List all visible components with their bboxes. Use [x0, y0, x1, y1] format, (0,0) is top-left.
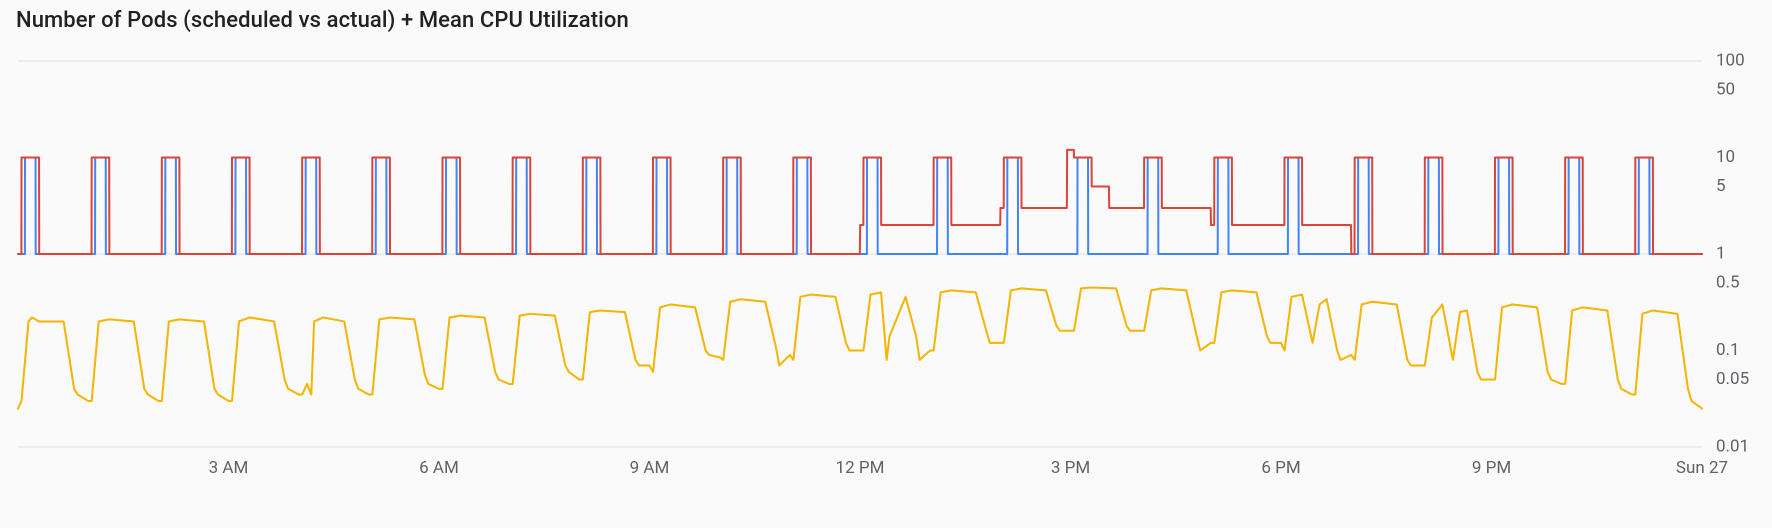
y-tick-label: 10 — [1716, 147, 1735, 167]
chart-svg: 100 50 10 5 1 0.5 0.1 0.05 0.01 3 AM 6 AM 9 AM 12 PM… — [12, 51, 1760, 491]
x-tick-label: 9 PM — [1472, 458, 1511, 478]
chart-plot-area: 100 50 10 5 1 0.5 0.1 0.05 0.01 3 AM 6 AM 9 AM 12 PM… — [12, 51, 1760, 491]
y-tick-label: 0.5 — [1716, 273, 1740, 293]
y-tick-label: 100 — [1716, 51, 1745, 70]
x-tick-label: 6 AM — [419, 458, 459, 478]
y-tick-label: 5 — [1716, 176, 1726, 196]
x-tick-label: 3 AM — [209, 458, 249, 478]
x-tick-label: 12 PM — [836, 458, 885, 478]
y-tick-label: 50 — [1716, 80, 1735, 100]
series-cpu-utilization — [18, 287, 1702, 408]
x-tick-label: 3 PM — [1051, 458, 1090, 478]
series-pods-scheduled — [18, 150, 1702, 254]
y-tick-label: 1 — [1716, 243, 1726, 263]
chart-title: Number of Pods (scheduled vs actual) + M… — [16, 8, 1772, 33]
y-tick-label: 0.05 — [1716, 369, 1749, 389]
x-tick-label: 6 PM — [1261, 458, 1300, 478]
chart-panel: Number of Pods (scheduled vs actual) + M… — [0, 0, 1772, 528]
y-tick-label: 0.01 — [1716, 436, 1749, 456]
x-tick-label: Sun 27 — [1676, 458, 1728, 478]
x-tick-label: 9 AM — [630, 458, 670, 478]
y-tick-label: 0.1 — [1716, 340, 1740, 360]
